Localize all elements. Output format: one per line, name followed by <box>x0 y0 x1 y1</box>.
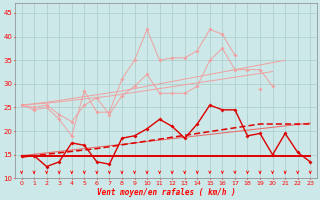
X-axis label: Vent moyen/en rafales ( km/h ): Vent moyen/en rafales ( km/h ) <box>97 188 235 197</box>
